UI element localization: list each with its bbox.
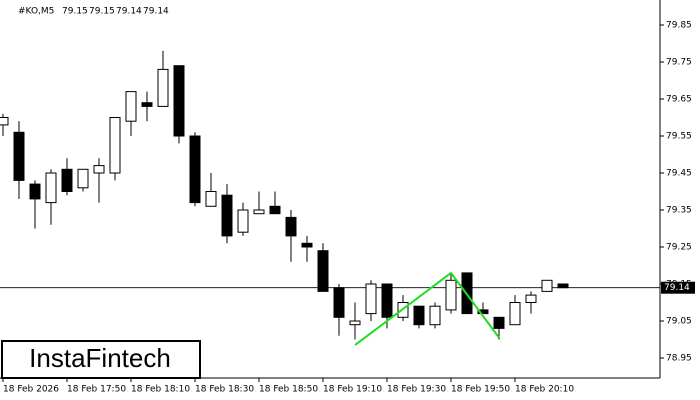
header-value: 79.15 xyxy=(62,7,88,17)
candle-body xyxy=(317,250,329,292)
candle-body xyxy=(477,309,489,315)
header-value: 79.15 xyxy=(89,7,115,17)
header-value: 79.14 xyxy=(116,7,142,17)
candle-body xyxy=(445,279,457,311)
y-tick-label: 79.85 xyxy=(666,21,692,31)
candle-body xyxy=(109,117,121,174)
y-tick-label: 79.25 xyxy=(666,243,692,253)
x-tick-label: 18 Feb 18:50 xyxy=(259,385,318,395)
candle-body xyxy=(93,165,105,174)
logo: InstaFintech xyxy=(29,343,171,373)
last-price-label: 79.14 xyxy=(664,283,690,293)
last-price-box xyxy=(661,281,695,294)
candle-body xyxy=(301,242,313,248)
candle-body xyxy=(557,283,569,289)
y-tick-label: 79.55 xyxy=(666,132,692,142)
candle-body xyxy=(13,131,25,181)
candle-body xyxy=(0,117,9,126)
x-tick-label: 18 Feb 20:10 xyxy=(515,385,574,395)
logo-box xyxy=(1,340,201,379)
y-tick-label: 78.95 xyxy=(666,354,692,364)
y-tick-label: 79.35 xyxy=(666,206,692,216)
x-tick-label: 18 Feb 2026 xyxy=(3,385,59,395)
chart-title: #KO,M5 xyxy=(18,7,54,17)
x-tick-label: 18 Feb 18:10 xyxy=(131,385,190,395)
candle-body xyxy=(269,205,281,215)
candle-body xyxy=(29,183,41,200)
candle-body xyxy=(253,209,265,215)
x-tick-label: 18 Feb 19:50 xyxy=(451,385,510,395)
candle-body xyxy=(189,135,201,204)
candle-body xyxy=(509,302,521,326)
candle-body xyxy=(525,294,537,304)
y-tick-label: 79.75 xyxy=(666,58,692,68)
y-tick-label: 79.45 xyxy=(666,169,692,179)
candle-body xyxy=(429,305,441,326)
y-tick-label: 79.05 xyxy=(666,317,692,327)
x-tick-label: 18 Feb 19:30 xyxy=(387,385,446,395)
y-tick-label: 79.65 xyxy=(666,95,692,105)
candle-body xyxy=(365,283,377,315)
candle-body xyxy=(205,191,217,207)
candle-body xyxy=(237,209,249,233)
x-tick-label: 18 Feb 17:50 xyxy=(67,385,126,395)
candle-body xyxy=(333,287,345,318)
candle-body xyxy=(61,168,73,193)
x-tick-label: 18 Feb 19:10 xyxy=(323,385,382,395)
candle-body xyxy=(141,102,153,107)
candle-body xyxy=(349,320,361,326)
candle-body xyxy=(45,172,57,204)
x-tick-label: 18 Feb 18:30 xyxy=(195,385,254,395)
candle-body xyxy=(221,194,233,237)
candle-body xyxy=(285,216,297,237)
candle-body xyxy=(413,305,425,326)
candle-body xyxy=(125,91,137,122)
pattern-line xyxy=(354,271,500,346)
candle-body xyxy=(157,68,169,107)
candle-body xyxy=(493,316,505,329)
candle-body xyxy=(381,283,393,318)
candle-body xyxy=(541,279,553,292)
header-value: 79.14 xyxy=(143,7,169,17)
candle-body xyxy=(173,65,185,137)
candle-body xyxy=(77,168,89,189)
